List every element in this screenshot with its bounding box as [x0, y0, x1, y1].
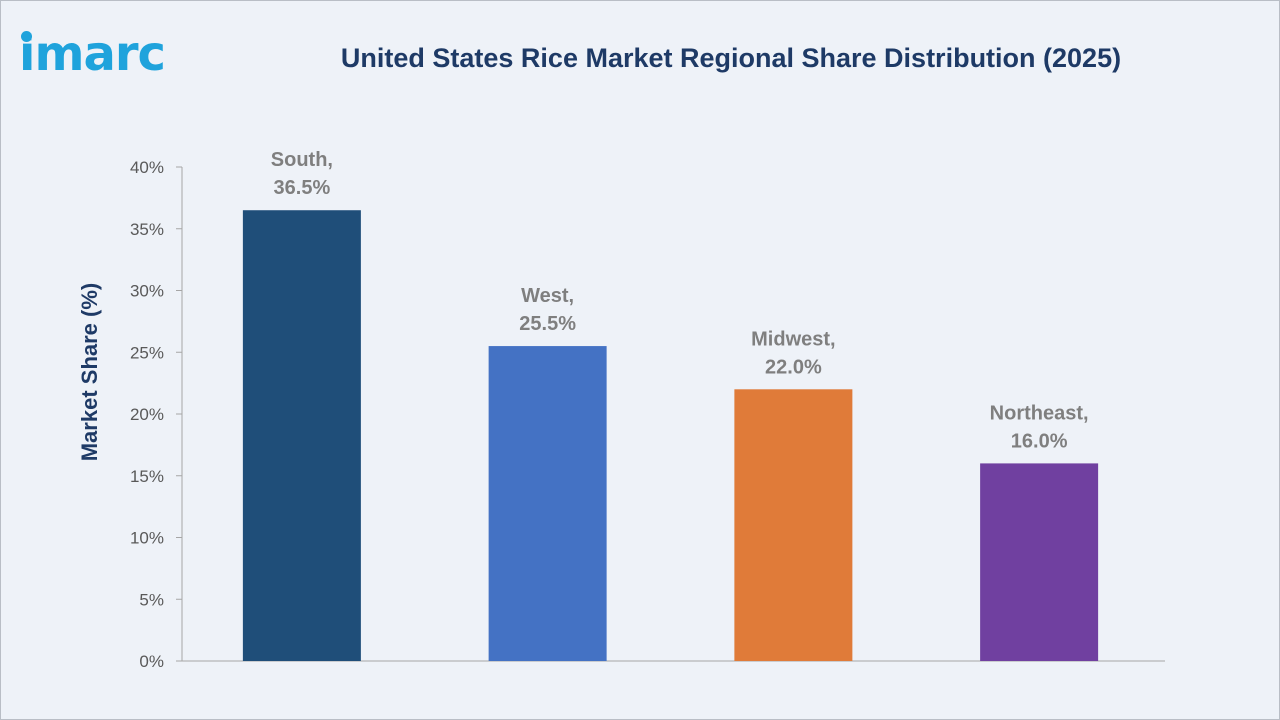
- data-label-value: 25.5%: [519, 313, 576, 335]
- data-label-south: South, 36.5%: [271, 149, 333, 199]
- logo-text: imarc: [19, 26, 166, 82]
- logo-dot: [21, 31, 32, 42]
- data-labels: South, 36.5% West, 25.5% Midwest, 22.0% Northe…: [271, 149, 1089, 452]
- y-tick-label: 0%: [139, 652, 164, 671]
- y-tick-label: 10%: [130, 529, 164, 548]
- data-label-value: 16.0%: [1011, 430, 1068, 452]
- bar-west: [488, 346, 607, 661]
- y-axis-title: Market Share (%): [77, 283, 102, 462]
- bar-midwest: [734, 389, 853, 661]
- data-label-midwest: Midwest, 22.0%: [751, 328, 835, 378]
- y-tick-label: 25%: [130, 343, 164, 362]
- data-label-category: Midwest,: [751, 328, 835, 350]
- chart-title: United States Rice Market Regional Share…: [340, 43, 1122, 73]
- data-label-category: Northeast,: [990, 402, 1089, 424]
- y-tick-label: 5%: [139, 590, 164, 609]
- y-tick-label: 40%: [130, 158, 164, 177]
- y-tick-label: 35%: [130, 220, 164, 239]
- y-tick-label: 15%: [130, 467, 164, 486]
- data-label-category: South,: [271, 149, 333, 171]
- y-axis: 0% 5% 10% 15% 20% 25% 30% 35% 40%: [130, 158, 1165, 671]
- data-label-west: West, 25.5%: [519, 285, 576, 335]
- y-tick-label: 20%: [130, 405, 164, 424]
- bar-northeast: [980, 463, 1099, 661]
- bars: [242, 210, 1099, 661]
- imarc-logo: imarc: [19, 26, 209, 82]
- data-label-category: West,: [521, 285, 574, 307]
- bar-south: [242, 210, 361, 661]
- data-label-value: 36.5%: [274, 177, 331, 199]
- data-label-northeast: Northeast, 16.0%: [990, 402, 1089, 452]
- data-label-value: 22.0%: [765, 356, 822, 378]
- y-tick-label: 30%: [130, 282, 164, 301]
